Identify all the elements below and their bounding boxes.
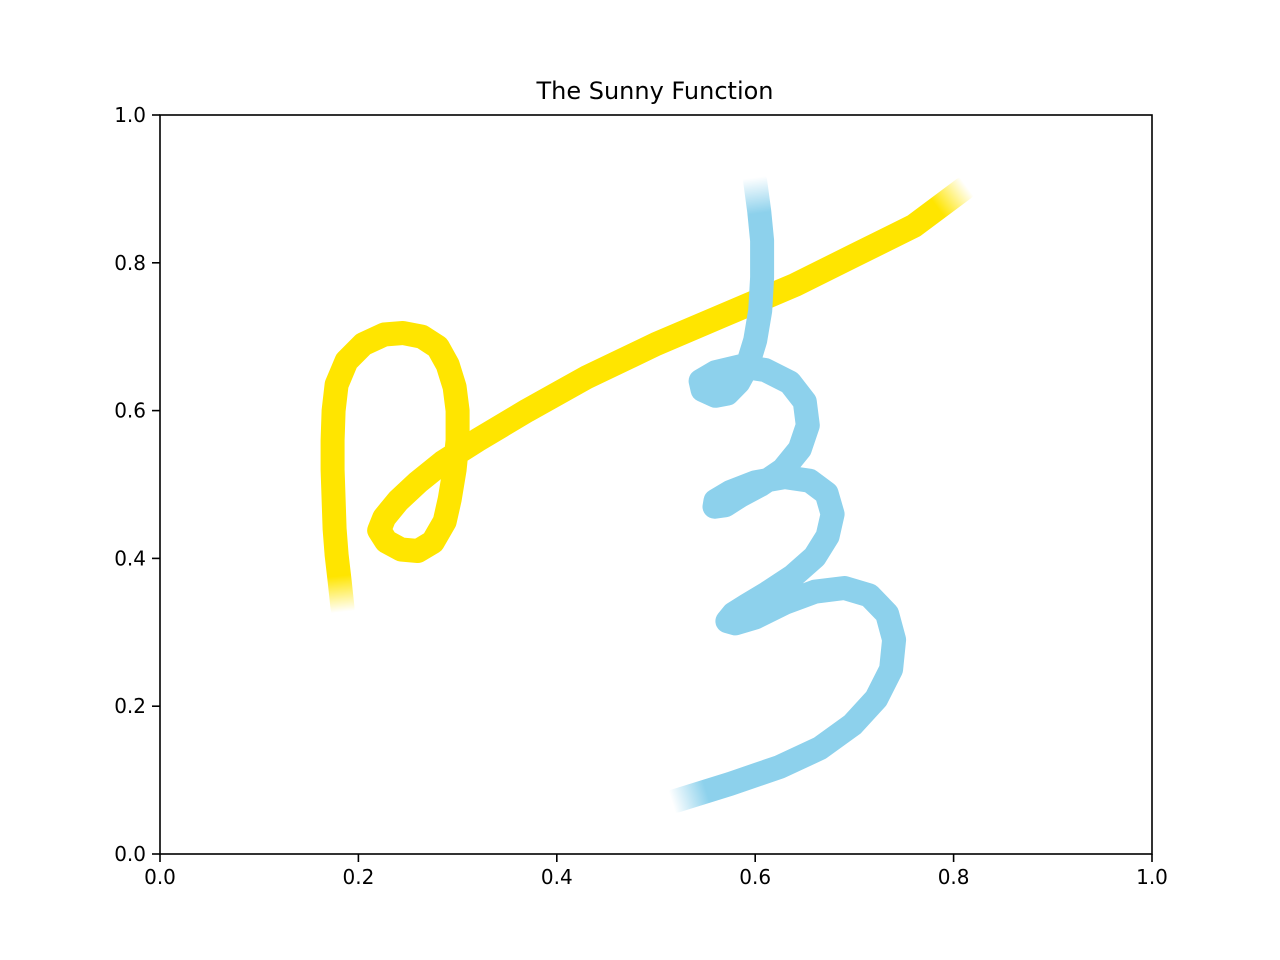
x-tick-label: 0.0: [144, 865, 176, 889]
series-line-1: [663, 169, 907, 813]
x-tick-label: 0.4: [541, 865, 573, 889]
y-tick-label: 0.0: [114, 842, 146, 866]
y-axis: 0.0 0.2 0.4 0.6 0.8 1.0: [114, 103, 160, 866]
x-axis: 0.0 0.2 0.4 0.6 0.8 1.0: [144, 854, 1168, 889]
series-line-0: [320, 176, 976, 620]
y-tick-label: 1.0: [114, 103, 146, 127]
y-tick-label: 0.4: [114, 546, 146, 570]
y-tick-label: 0.6: [114, 399, 146, 423]
y-tick-label: 0.8: [114, 251, 146, 275]
x-tick-label: 0.8: [938, 865, 970, 889]
chart-title: The Sunny Function: [535, 77, 773, 105]
y-tick-label: 0.2: [114, 694, 146, 718]
series-layer: [320, 169, 976, 813]
x-tick-label: 1.0: [1136, 865, 1168, 889]
plot-frame: [159, 114, 1153, 855]
x-tick-label: 0.6: [739, 865, 771, 889]
x-tick-label: 0.2: [342, 865, 374, 889]
